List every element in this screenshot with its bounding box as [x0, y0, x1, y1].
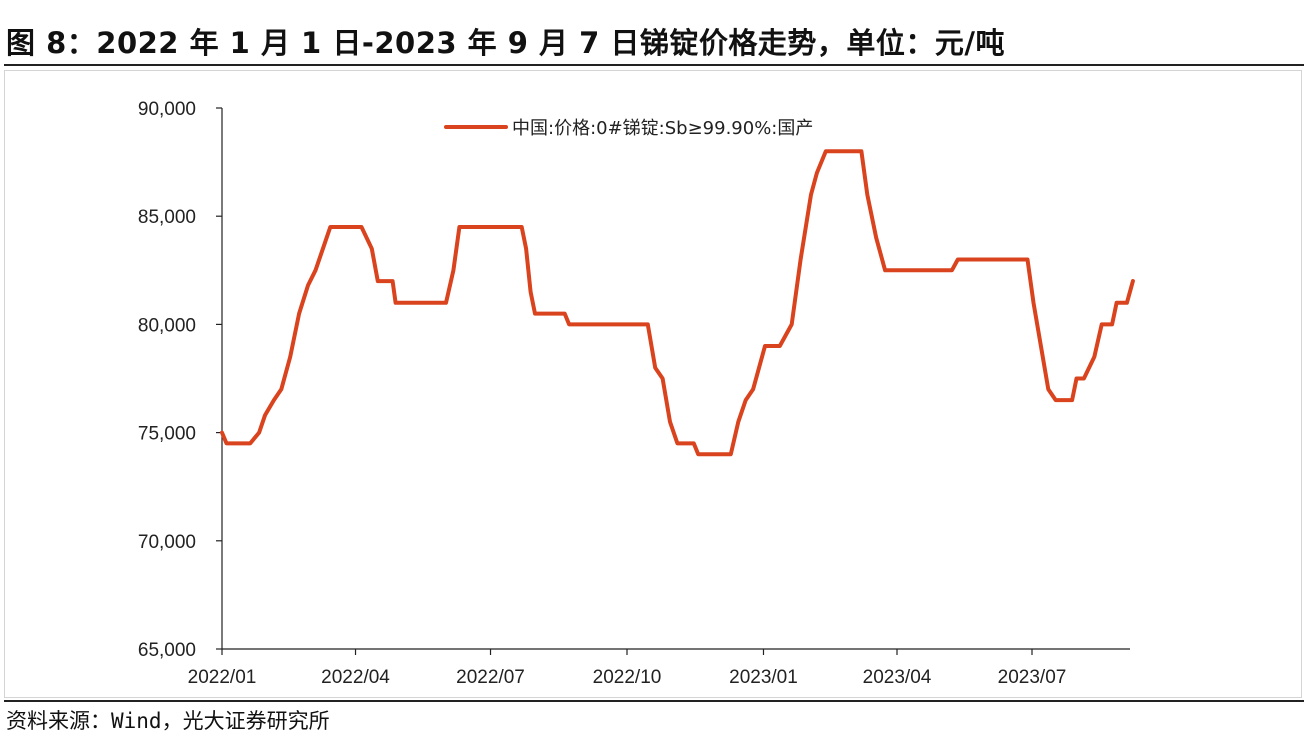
x-tick-label: 2022/04 — [321, 667, 390, 688]
y-tick-label: 90,000 — [138, 99, 196, 120]
source-note: 资料来源：Wind，光大证券研究所 — [6, 709, 330, 733]
y-tick-label: 75,000 — [138, 424, 196, 445]
y-tick-label: 65,000 — [138, 640, 196, 661]
chart-frame — [4, 70, 1302, 698]
title-divider — [4, 64, 1304, 66]
x-tick-label: 2023/04 — [863, 667, 932, 688]
x-tick-label: 2023/01 — [729, 667, 798, 688]
footer-divider — [4, 700, 1304, 702]
price-series-line — [220, 149, 1135, 457]
y-tick-label: 70,000 — [138, 532, 196, 553]
legend-label: 中国:价格:0#锑锭:Sb≥99.90%:国产 — [512, 118, 813, 139]
x-tick-label: 2022/07 — [456, 667, 525, 688]
y-tick-label: 85,000 — [138, 207, 196, 228]
x-tick-label: 2022/10 — [593, 667, 662, 688]
x-tick-label: 2022/01 — [188, 667, 257, 688]
y-tick-label: 80,000 — [138, 315, 196, 336]
x-tick-label: 2023/07 — [998, 667, 1067, 688]
figure-title: 图 8：2022 年 1 月 1 日-2023 年 9 月 7 日锑锭价格走势，… — [6, 26, 1006, 60]
